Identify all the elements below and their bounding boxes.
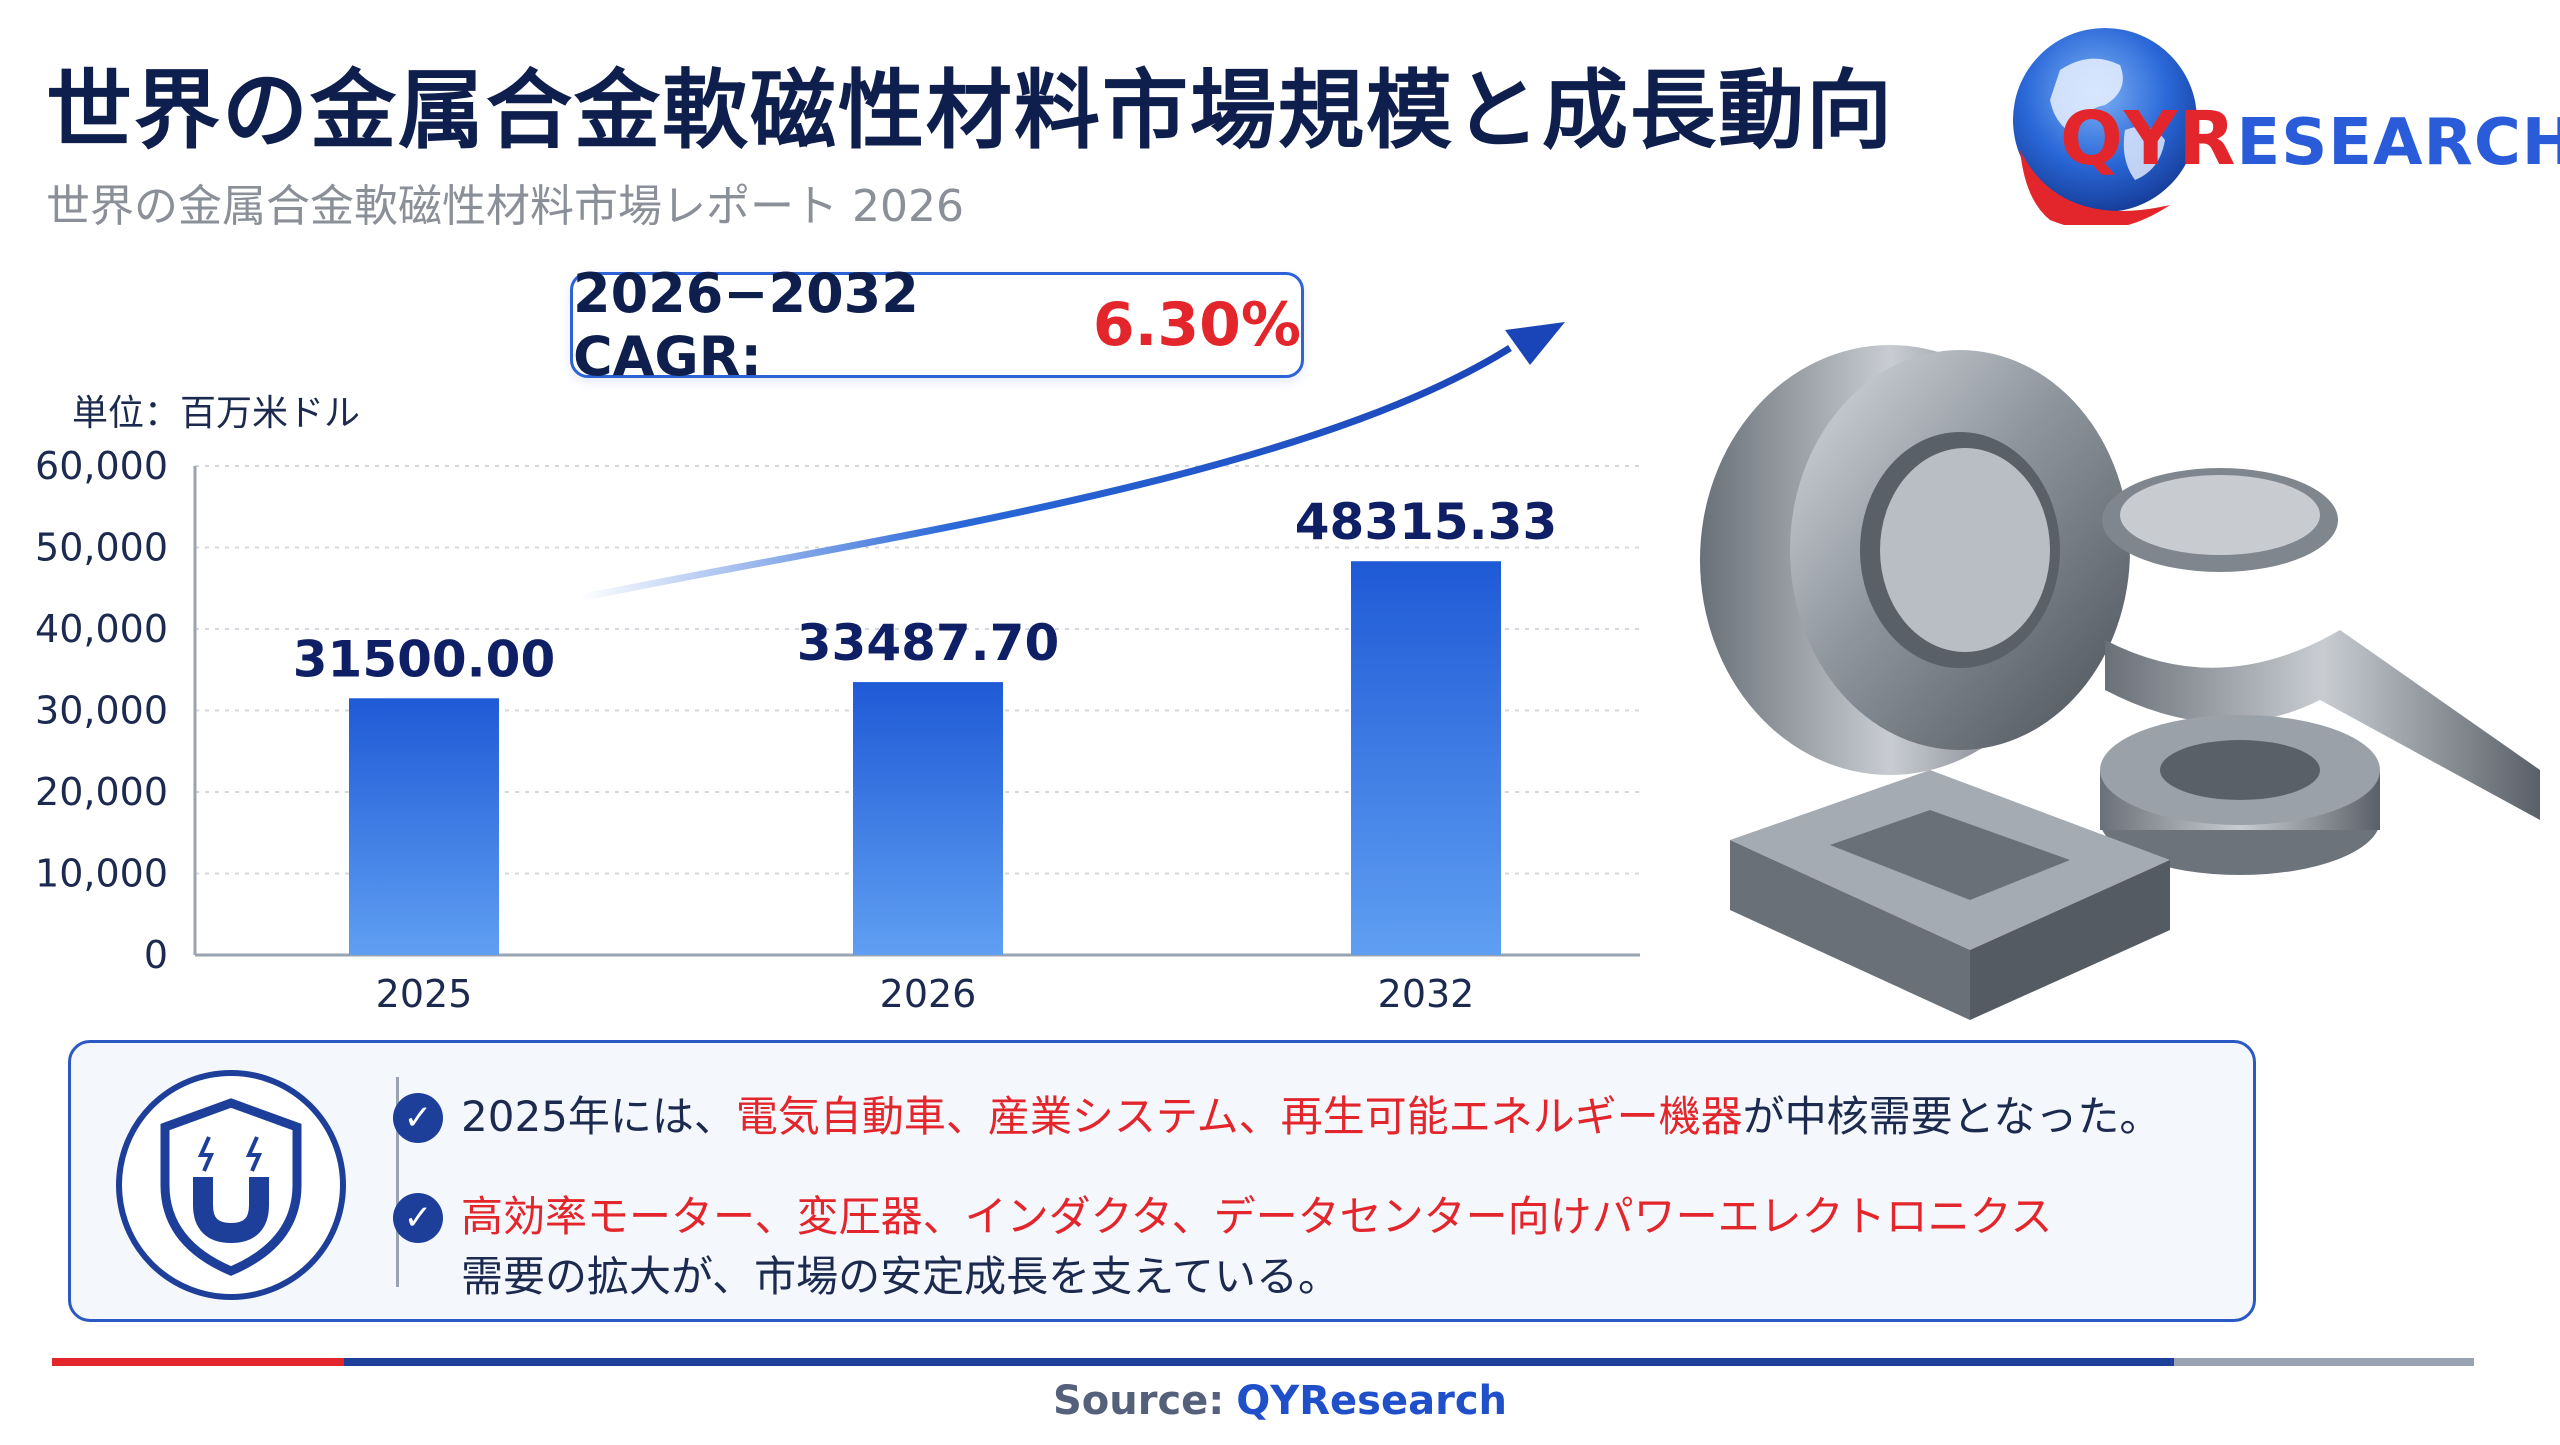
growth-arrow <box>579 322 1565 602</box>
footer-rule-red <box>52 1358 344 1366</box>
metal-coil-illustration <box>1700 345 2540 1020</box>
y-tick-label: 10,000 <box>35 852 168 896</box>
bar-value-label: 31500.00 <box>293 630 556 688</box>
footer-rule-blue <box>344 1358 2174 1366</box>
y-tick-label: 50,000 <box>35 526 168 570</box>
y-tick-label: 40,000 <box>35 607 168 651</box>
footer-rule-grey <box>2174 1358 2474 1366</box>
driver-bullet-1: ✓ 2025年には、電気自動車、産業システム、再生可能エネルギー機器が中核需要と… <box>393 1087 2161 1147</box>
page-subtitle: 世界の金属合金軟磁性材料市場レポート 2026 <box>46 181 964 232</box>
qyresearch-logo <box>2013 28 2197 225</box>
cagr-value: 6.30% <box>1092 290 1301 360</box>
card-divider <box>396 1077 399 1287</box>
check-circle-icon: ✓ <box>393 1093 443 1143</box>
cagr-label: 2026−2032 CAGR: <box>573 262 919 388</box>
y-tick-label: 60,000 <box>35 444 168 488</box>
source-credit: Source: QYResearch <box>1052 1378 1508 1424</box>
magnet-shield-icon <box>116 1070 346 1300</box>
bar-2032 <box>1351 561 1501 955</box>
driver-bullet-2: ✓ 高効率モーター、変圧器、インダクタ、データセンター向けパワーエレクトロニクス… <box>393 1187 2052 1307</box>
page-title: 世界の金属合金軟磁性材料市場規模と成長動向 <box>46 61 1894 161</box>
bar-value-label: 48315.33 <box>1295 493 1558 551</box>
y-tick-label: 30,000 <box>35 689 168 733</box>
bar-2026 <box>853 682 1003 955</box>
logo-wordmark: QYRESEARCH <box>2060 96 2560 182</box>
x-tick-label: 2032 <box>1378 972 1475 1016</box>
y-tick-label: 0 <box>144 933 168 977</box>
cagr-callout: 2026−2032 CAGR: 6.30% <box>570 262 1304 388</box>
y-tick-label: 20,000 <box>35 770 168 814</box>
unit-label: 単位：百万米ドル <box>72 393 361 434</box>
check-circle-icon: ✓ <box>393 1193 443 1243</box>
market-size-bar-chart: 60,000 50,000 40,000 30,000 20,000 10,000 0 20… <box>35 444 1640 1016</box>
bar-value-label: 33487.70 <box>797 614 1060 672</box>
bar-2025 <box>349 698 499 955</box>
x-tick-label: 2026 <box>880 972 977 1016</box>
market-drivers-card: ✓ 2025年には、電気自動車、産業システム、再生可能エネルギー機器が中核需要と… <box>68 1040 2256 1322</box>
x-tick-label: 2025 <box>376 972 473 1016</box>
